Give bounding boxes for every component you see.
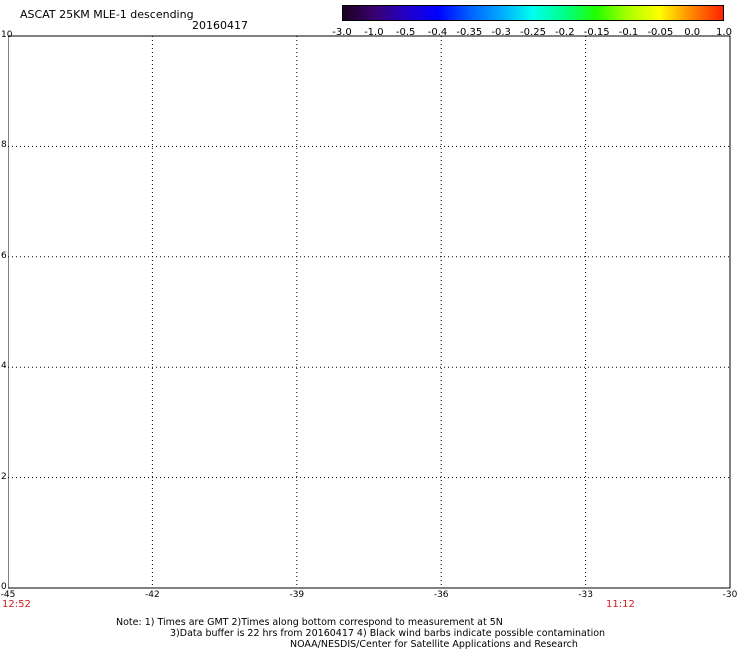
y-tick-label: 0 [1,582,7,592]
grid-lines [8,35,731,589]
y-tick-label: 6 [1,250,7,261]
y-tick-label: 2 [1,471,7,482]
x-tick-label: -39 [289,590,305,600]
colorbar-label: -1.0 [364,27,384,38]
x-tick-label: -33 [578,590,593,600]
swath-map [8,35,731,589]
colorbar-label: -0.4 [427,27,448,38]
y-tick-label: 4 [1,361,7,372]
y-tick-label: 10 [1,30,13,40]
y-tick-label: 8 [1,140,7,151]
time-right: 11:12 [606,599,635,610]
colorbar-label: 1.0 [716,27,732,38]
colorbar-label: -0.1 [618,27,639,38]
x-tick-label: -30 [722,590,738,600]
colorbar-label: -0.15 [583,27,610,38]
x-tick-label: -42 [145,590,160,600]
time-left: 12:52 [2,599,31,610]
note-line-2: 3)Data buffer is 22 hrs from 20160417 4)… [170,628,606,639]
x-tick-label: -36 [433,590,449,600]
note-line-1: Note: 1) Times are GMT 2)Times along bot… [116,617,503,628]
x-tick-label: -45 [0,590,16,600]
plot-frame [8,35,731,589]
colorbar-label: 0.0 [684,27,701,38]
colorbar [342,5,724,21]
colorbar-label: -0.25 [520,27,546,38]
colorbar-label: -0.3 [491,27,511,38]
map-date: 20160417 [192,19,248,32]
colorbar-label: -0.05 [647,27,674,38]
colorbar-label: -0.5 [395,27,416,38]
colorbar-label: -0.35 [456,27,483,38]
map-title: ASCAT 25KM MLE-1 descending [20,8,194,21]
colorbar-label: -3.0 [332,27,352,38]
colorbar-label: -0.2 [555,27,575,38]
note-line-3: NOAA/NESDIS/Center for Satellite Applica… [290,639,578,650]
